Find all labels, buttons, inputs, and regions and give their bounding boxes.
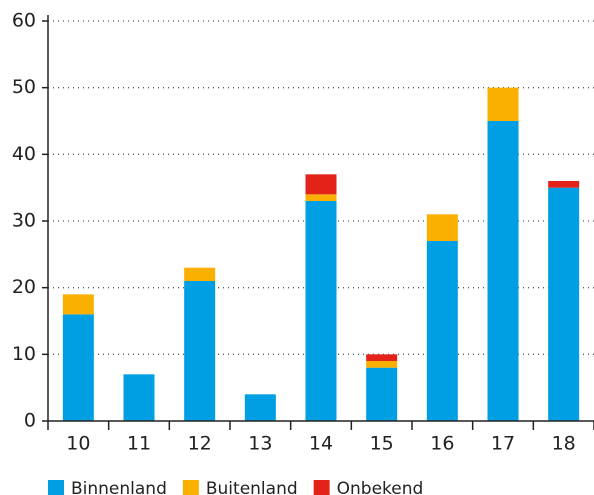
- y-tick-label: 30: [12, 210, 36, 232]
- legend-swatch: [182, 480, 199, 495]
- legend: Binnenland Buitenland Onbekend: [48, 479, 423, 495]
- bar-segment: [487, 121, 519, 421]
- bar-segment: [548, 181, 580, 188]
- x-tick-label: 14: [309, 433, 333, 455]
- bar-segment: [366, 354, 398, 361]
- legend-label: Binnenland: [71, 479, 167, 495]
- x-tick-label: 12: [188, 433, 212, 455]
- bar-segment: [366, 367, 398, 421]
- y-tick-label: 60: [12, 10, 36, 32]
- legend-label: Onbekend: [337, 479, 424, 495]
- bar-segment: [305, 194, 337, 201]
- y-tick-label: 20: [12, 276, 36, 298]
- bar-segment: [305, 174, 337, 195]
- legend-swatch: [48, 480, 64, 495]
- bar-segment: [426, 214, 458, 241]
- bar-segment: [184, 267, 216, 281]
- x-tick-label: 11: [127, 433, 151, 455]
- x-tick-label: 15: [370, 433, 394, 455]
- y-tick-label: 10: [12, 343, 36, 365]
- bar-segment: [366, 361, 398, 368]
- y-tick-label: 40: [12, 143, 36, 165]
- x-tick-label: 17: [491, 433, 515, 455]
- bar-segment: [184, 281, 216, 421]
- x-tick-label: 10: [66, 433, 90, 455]
- y-tick-label: 50: [12, 76, 36, 98]
- bar-segment: [62, 314, 94, 421]
- bar-segment: [244, 394, 276, 421]
- bar-segment: [305, 201, 337, 421]
- x-tick-label: 18: [552, 433, 576, 455]
- y-tick-label: 0: [24, 410, 36, 432]
- bar-segment: [548, 187, 580, 421]
- bar-segment: [487, 87, 519, 121]
- legend-swatch: [313, 480, 330, 495]
- bar-segment: [426, 241, 458, 421]
- x-tick-label: 16: [430, 433, 454, 455]
- bar-segment: [62, 294, 94, 315]
- legend-label: Buitenland: [206, 479, 298, 495]
- x-tick-label: 13: [248, 433, 272, 455]
- bar-segment: [123, 374, 155, 421]
